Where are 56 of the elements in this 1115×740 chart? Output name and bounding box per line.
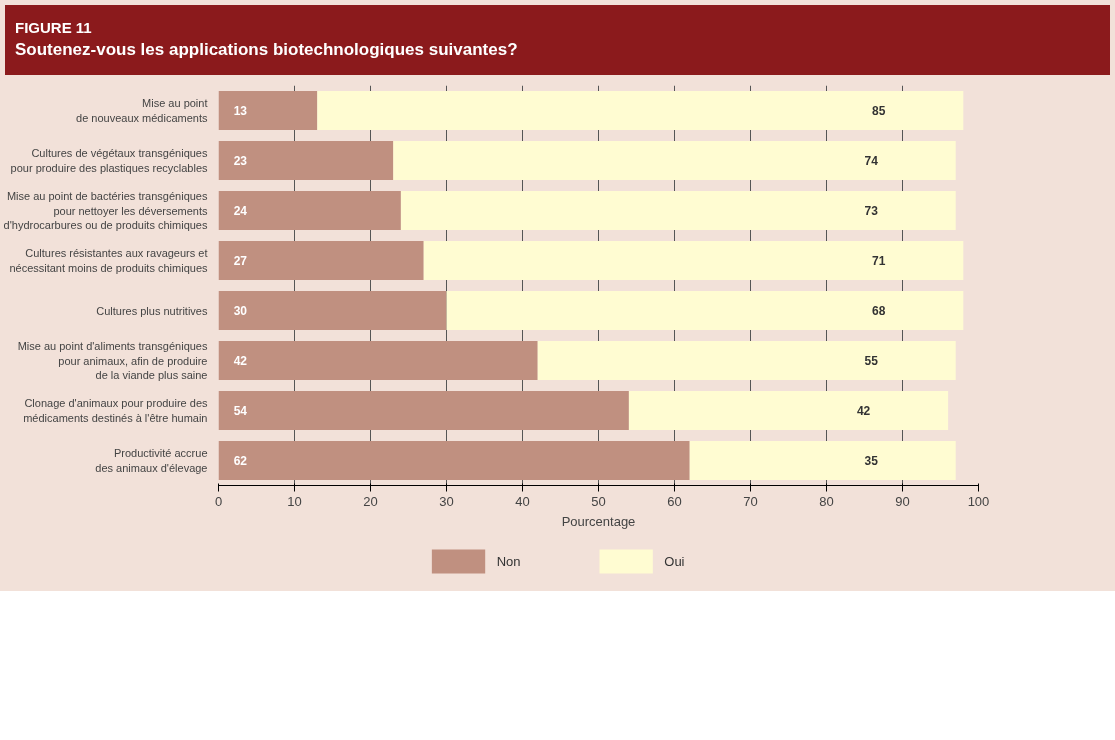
bar	[218, 291, 447, 330]
bar	[218, 241, 424, 280]
data-label: 27	[233, 254, 248, 268]
bar	[317, 91, 964, 130]
x-axis-title: Pourcentage	[561, 513, 636, 529]
text: FIGURE 11	[15, 18, 93, 38]
y-tick-label: Clonage d'animaux pour produire des médicaments destinés à l'être humain	[23, 397, 208, 424]
legend-label: Oui	[664, 554, 685, 569]
data-label: 42	[233, 354, 248, 368]
data-label: 24	[233, 204, 248, 218]
data-label: 68	[872, 304, 886, 318]
data-label: 35	[864, 454, 879, 468]
x-tick-label: 10	[287, 493, 302, 509]
x-tick-label: 100	[967, 493, 990, 509]
bar	[393, 141, 956, 180]
y-tick-label: Mise au point de bactéries transgéniques pour nettoyer les déversements d'hydrocarbures ou de produits chimiques	[3, 190, 208, 231]
bar	[423, 241, 964, 280]
data-label: 23	[233, 154, 248, 168]
x-tick-label: 30	[439, 493, 454, 509]
data-label: 62	[233, 454, 248, 468]
y-tick-label: Mise au point de nouveaux médicaments	[76, 97, 208, 124]
data-label: 85	[872, 104, 886, 118]
data-label: 42	[856, 404, 871, 418]
bar	[628, 391, 949, 430]
bar	[446, 291, 964, 330]
bar	[689, 441, 956, 480]
y-tick-label: Productivité accrue des animaux d'élevage	[95, 447, 208, 474]
data-label: 74	[864, 154, 879, 168]
bar	[218, 91, 318, 130]
data-label: 55	[864, 354, 879, 368]
data-label: 71	[872, 254, 886, 268]
data-label: 30	[233, 304, 248, 318]
x-tick-label: 40	[515, 493, 530, 509]
x-tick-label: 20	[363, 493, 378, 509]
x-tick-label: 0	[214, 493, 223, 509]
bar	[218, 141, 394, 180]
chart-subtitle: Soutenez-vous les applications biotechnologiques suivantes?	[15, 39, 518, 62]
x-tick-label: 60	[667, 493, 682, 509]
bar	[537, 341, 956, 380]
x-tick-label: 90	[895, 493, 910, 509]
y-tick-label: Cultures résistantes aux ravageurs et nécessitant moins de produits chimiques	[9, 247, 208, 274]
x-tick-label: 80	[819, 493, 834, 509]
bar	[218, 391, 629, 430]
data-label: 54	[233, 404, 248, 418]
bar	[218, 441, 690, 480]
bar	[218, 341, 538, 380]
bar	[400, 191, 956, 230]
y-tick-label: Cultures plus nutritives	[96, 304, 208, 317]
legend-label: Non	[496, 554, 521, 569]
bar	[218, 191, 401, 230]
data-label: 73	[864, 204, 879, 218]
y-tick-label: Mise au point d'aliments transgéniques pour animaux, afin de produire de la viande plus saine	[17, 340, 208, 381]
x-tick-label: 70	[743, 493, 758, 509]
data-label: 13	[233, 104, 248, 118]
x-tick-label: 50	[591, 493, 606, 509]
y-tick-label: Cultures de végétaux transgéniques pour produire des plastiques recyclables	[10, 147, 208, 174]
